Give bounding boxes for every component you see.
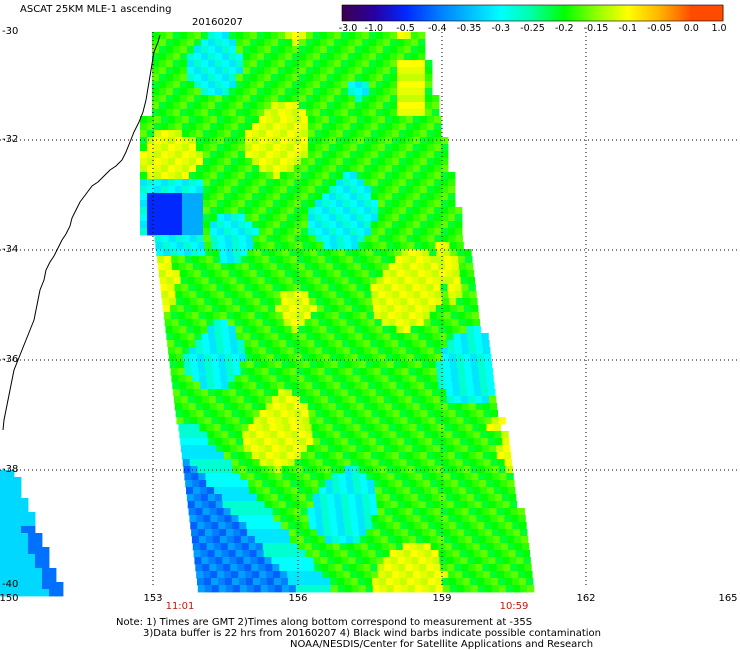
colorbar-tick-label: -3.0 [338,23,358,34]
colorbar [341,4,724,22]
lon-label-165: 165 [718,593,738,604]
colorbar-tick-label: -0.2 [554,23,574,34]
product-title: ASCAT 25KM MLE-1 ascending [20,4,172,15]
ascat-swath-lower-left [0,470,64,597]
colorbar-tick-label: -0.15 [583,23,609,34]
colorbar-tick-label: -0.3 [491,23,511,34]
product-date: 20160207 [192,17,243,28]
lat-label-38: -38 [2,464,19,475]
colorbar-segment [373,5,406,21]
lat-label-34: -34 [2,244,19,255]
colorbar-segment [405,5,438,21]
ascat-swath [140,32,535,593]
colorbar-segment [342,5,375,21]
colorbar-frame [341,4,724,22]
colorbar-segment [469,5,502,21]
lat-lon-grid [0,32,740,588]
lon-label-162: 162 [576,593,596,604]
colorbar-tick-label: -0.25 [520,23,545,34]
note-line-3: NOAA/NESDIS/Center for Satellite Applica… [290,639,594,650]
colorbar-tick-label: 1.0 [711,23,727,34]
coastline [2,34,161,431]
lat-label-40: -40 [2,579,19,590]
note-line-1: Note: 1) Times are GMT 2)Times along bot… [116,617,533,628]
lon-label-159: 159 [432,593,452,604]
colorbar-tick-label: -0.4 [427,23,447,34]
colorbar-segment [500,5,533,21]
lon-label-156: 156 [288,593,308,604]
colorbar-tick-label: -0.35 [456,23,482,34]
colorbar-segment [564,5,597,21]
colorbar-tick-label: -1.0 [364,23,384,34]
colorbar-segment [691,5,724,21]
colorbar-tick-label: -0.1 [618,23,638,34]
lon-label-150: 150 [0,593,19,604]
colorbar-tick-label: -0.5 [396,23,415,34]
lat-label-36: -36 [2,354,19,365]
lat-label-30: -30 [2,26,19,37]
pass-time-right: 10:59 [499,601,529,612]
lat-label-32: -32 [2,134,19,145]
colorbar-segment [659,5,692,21]
colorbar-tick-label: -0.05 [647,23,672,34]
colorbar-segment [437,5,470,21]
colorbar-segment [596,5,629,21]
lon-label-153: 153 [143,593,163,604]
colorbar-segment [532,5,565,21]
colorbar-tick-label: 0.0 [683,23,699,34]
note-line-2: 3)Data buffer is 22 hrs from 20160207 4)… [143,628,601,639]
pass-time-left: 11:01 [165,601,195,612]
colorbar-segment [627,5,660,21]
